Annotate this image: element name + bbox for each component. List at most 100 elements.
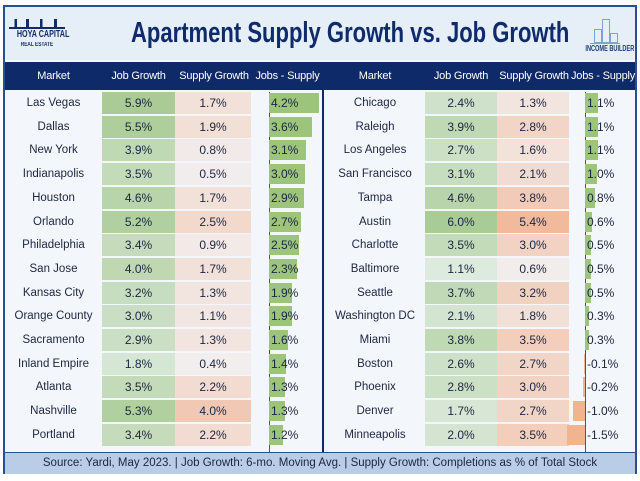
market-name: New York (29, 144, 78, 157)
supply-growth-cell: 2.2% (175, 376, 251, 399)
supply-growth-cell: 3.5% (497, 329, 569, 351)
skyline-icon (9, 13, 65, 29)
job-growth-cell: 3.7% (425, 281, 497, 304)
supply-growth-cell: 1.3% (175, 329, 251, 351)
table-row: Atlanta 3.5% 2.2% 1.3% (5, 376, 635, 399)
supply-growth-cell: 1.8% (497, 305, 569, 328)
positive-bar (585, 140, 599, 161)
jobs-supply-value: 1.1% (587, 119, 615, 134)
table-row: San Jose 4.0% 1.7% 2.3% (5, 257, 635, 280)
table-row: Philadelphia 3.4% 0.9% 2.5% (5, 234, 635, 257)
jobs-supply-value: 2.3% (271, 261, 299, 276)
jobs-supply-value: 1.4% (271, 356, 299, 371)
positive-bar (269, 377, 285, 398)
table-row: Portland 3.4% 2.2% 1.2% (5, 423, 635, 446)
table-row: Denver 1.7% 2.7% -1.0% (5, 400, 635, 423)
positive-bar (585, 330, 589, 350)
jobs-supply-value: 3.1% (271, 143, 299, 158)
market-name: Sacramento (22, 334, 85, 346)
supply-growth-cell: 2.8% (497, 115, 569, 138)
jobs-supply-value: 0.3% (587, 309, 615, 324)
market-name: Denver (356, 405, 394, 418)
jobs-supply-value: -1.0% (587, 404, 619, 419)
job-growth-cell: 3.2% (102, 281, 175, 304)
job-growth-cell: 3.1% (425, 163, 497, 186)
table-row: Phoenix 2.8% 3.0% -0.2% (5, 376, 635, 399)
market-name: Charlotte (351, 239, 399, 252)
table-row: Washington DC 2.1% 1.8% 0.3% (5, 305, 635, 328)
job-growth-cell: 3.5% (102, 376, 175, 399)
jobs-supply-value: 0.6% (587, 214, 615, 229)
table-row: Baltimore 1.1% 0.6% 0.5% (5, 257, 635, 280)
positive-bar (269, 401, 285, 422)
col-jobs-supply-right: Jobs - Supply (571, 70, 636, 82)
jobs-supply-value: 0.8% (587, 190, 615, 205)
logo-left-text: HOYA CAPITAL (16, 29, 70, 40)
table-row: Kansas City 3.2% 1.3% 1.9% (5, 281, 635, 304)
jobs-supply-value: 1.9% (271, 309, 299, 324)
supply-growth-cell: 2.7% (497, 400, 569, 423)
table-row: San Francisco 3.1% 2.1% 1.0% (5, 163, 635, 186)
supply-growth-cell: 1.3% (175, 281, 251, 304)
table-row: Boston 2.6% 2.7% -0.1% (5, 352, 635, 375)
positive-bar (585, 93, 599, 113)
chart-title: Apartment Supply Growth vs. Job Growth (131, 17, 570, 49)
positive-bar (269, 93, 320, 113)
table-row: Orlando 5.2% 2.5% 2.7% (5, 210, 635, 233)
table-row: Nashville 5.3% 4.0% 1.3% (5, 400, 635, 423)
supply-growth-cell: 3.0% (497, 234, 569, 257)
job-growth-cell: 6.0% (425, 210, 497, 233)
negative-bar (582, 377, 585, 398)
job-growth-cell: 2.6% (425, 352, 497, 375)
negative-bar (573, 401, 585, 422)
market-name: Orange County (14, 310, 93, 323)
positive-bar (585, 306, 589, 327)
job-growth-cell: 1.1% (425, 257, 497, 280)
supply-growth-cell: 2.1% (497, 163, 569, 186)
table-row: Austin 6.0% 5.4% 0.6% (5, 210, 635, 233)
table-row: Raleigh 3.9% 2.8% 1.1% (5, 115, 635, 138)
positive-bar (269, 140, 307, 161)
supply-growth-cell: 1.9% (175, 115, 251, 138)
market-name: Philadelphia (22, 239, 85, 252)
supply-growth-cell: 3.5% (497, 423, 569, 446)
positive-bar (585, 235, 591, 256)
jobs-supply-value: 1.3% (271, 380, 299, 395)
column-divider (322, 62, 324, 452)
supply-growth-cell: 0.8% (175, 139, 251, 162)
job-growth-cell: 1.8% (102, 352, 175, 375)
positive-bar (269, 187, 304, 208)
logo-right-text: INCOME BUILDER (585, 44, 635, 53)
market-name: Chicago (353, 97, 397, 109)
jobs-supply-value: 0.3% (587, 333, 615, 347)
jobs-supply-value: 2.5% (271, 238, 299, 253)
market-name: Kansas City (22, 286, 85, 299)
chart-frame: HOYA CAPITAL REAL ESTATE Apartment Supply… (3, 5, 637, 474)
jobs-supply-value: -0.1% (587, 356, 619, 371)
positive-bar (269, 330, 289, 350)
supply-growth-cell: 0.5% (175, 163, 251, 186)
table-row: Seattle 3.7% 3.2% 0.5% (5, 281, 635, 304)
supply-growth-cell: 0.4% (175, 352, 251, 375)
positive-bar (269, 306, 292, 327)
positive-bar (269, 116, 313, 137)
jobs-supply-value: -1.5% (587, 427, 619, 442)
table-row: Dallas 5.5% 1.9% 3.6% (5, 115, 635, 138)
table-header: Market Job Growth Supply Growth Jobs - S… (5, 62, 635, 90)
supply-growth-cell: 2.5% (175, 210, 251, 233)
col-jobs-supply: Jobs - Supply (255, 70, 320, 82)
job-growth-cell: 2.8% (425, 376, 497, 399)
supply-growth-cell: 0.6% (497, 257, 569, 280)
col-job-growth: Job Growth (111, 70, 166, 82)
market-name: Phoenix (354, 381, 396, 394)
market-name: San Francisco (338, 168, 412, 181)
market-name: Baltimore (350, 262, 400, 275)
supply-growth-cell: 3.0% (497, 376, 569, 399)
jobs-supply-value: 2.9% (271, 190, 299, 205)
job-growth-cell: 2.4% (425, 92, 497, 114)
market-name: Dallas (37, 120, 70, 133)
negative-bar (567, 424, 585, 445)
col-market: Market (37, 70, 70, 82)
supply-growth-cell: 2.7% (497, 352, 569, 375)
job-growth-cell: 2.1% (425, 305, 497, 328)
